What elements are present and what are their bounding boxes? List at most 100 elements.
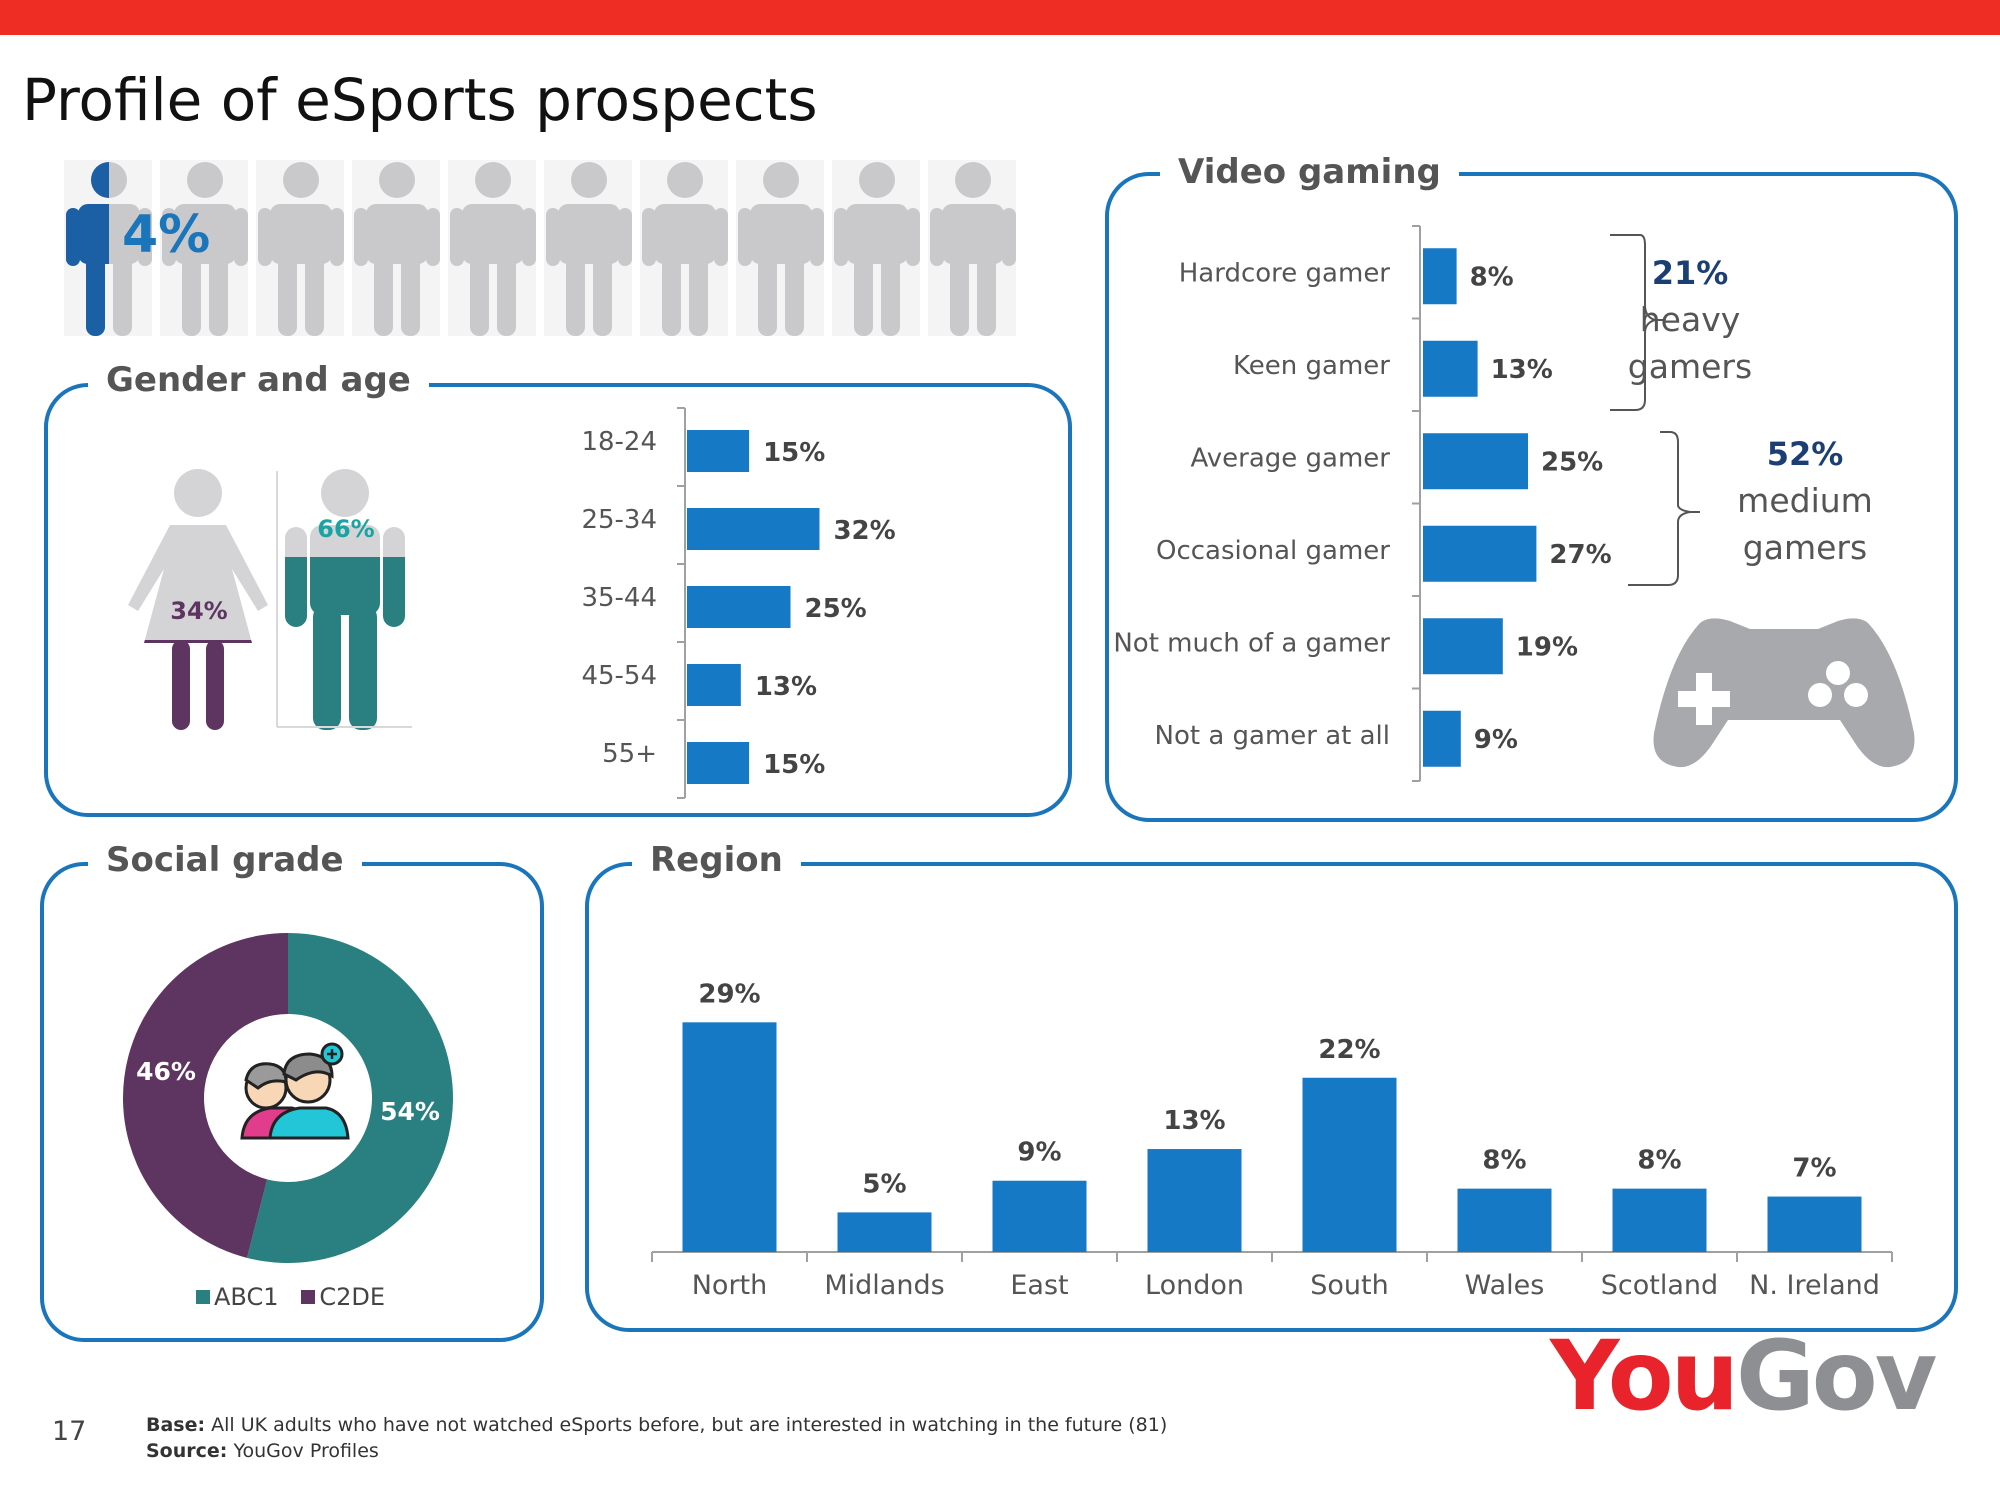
age-category-label: 18-24 — [581, 427, 657, 457]
social-donut: 46% 54% — [123, 933, 454, 1263]
region-bar — [682, 1022, 777, 1252]
region-bar — [1302, 1077, 1397, 1252]
gaming-category-label: Keen gamer — [1233, 351, 1390, 381]
medium-bracket — [1628, 431, 1700, 586]
region-bar — [992, 1180, 1087, 1252]
heavy-line1: heavy — [1640, 300, 1741, 339]
gaming-chart: Hardcore gamer 8% Keen gamer 13% Average gam… — [1113, 225, 1612, 782]
region-category-label: Wales — [1465, 1270, 1545, 1301]
gaming-value-label: 9% — [1474, 725, 1518, 755]
gaming-value-label: 19% — [1516, 632, 1578, 662]
gender-age-title: Gender and age — [88, 360, 429, 400]
region-category-label: London — [1145, 1270, 1244, 1301]
region-panel — [585, 862, 1958, 1332]
label-c2de: 46% — [136, 1057, 196, 1086]
region-title: Region — [632, 840, 801, 880]
age-bar — [687, 664, 741, 706]
region-bar — [1767, 1196, 1862, 1252]
yougov-logo: YouGov — [1550, 1320, 1937, 1432]
age-chart: 18-24 15% 25-34 32% 35-44 25% 45-54 13% 55+ 15% — [581, 407, 896, 799]
region-chart: 29% North 5% Midlands 9% East 13% London 22% Sout… — [651, 979, 1893, 1301]
man-icon — [285, 469, 405, 730]
gamepad-icon — [1653, 618, 1915, 768]
legend-abc1: ABC1 — [214, 1283, 279, 1311]
region-value-label: 13% — [1163, 1106, 1225, 1136]
region-bar — [837, 1212, 932, 1252]
region-value-label: 5% — [862, 1169, 906, 1199]
gender-figures: 34% 66% — [128, 469, 412, 730]
source-text: YouGov Profiles — [233, 1440, 379, 1462]
heavy-value: 21% — [1652, 254, 1729, 292]
gaming-bar — [1423, 248, 1457, 305]
medium-line2: gamers — [1743, 528, 1867, 567]
medium-value: 52% — [1767, 435, 1844, 473]
gaming-value-label: 25% — [1541, 447, 1603, 477]
age-category-label: 55+ — [602, 739, 657, 769]
gaming-category-label: Hardcore gamer — [1179, 258, 1391, 288]
page-title: Profile of eSports prospects — [22, 66, 818, 134]
gender-age-panel — [44, 383, 1072, 817]
region-category-label: North — [692, 1270, 768, 1301]
medium-line1: medium — [1737, 481, 1873, 520]
headline-value: 4% — [122, 205, 210, 265]
age-bar — [687, 430, 750, 472]
region-category-label: Midlands — [824, 1270, 944, 1301]
gaming-bar — [1423, 710, 1461, 767]
region-bar — [1612, 1188, 1707, 1252]
gaming-value-label: 13% — [1491, 355, 1553, 385]
age-bar — [687, 742, 750, 784]
top-brand-bar — [0, 0, 2000, 35]
people-row — [64, 160, 1016, 336]
region-category-label: East — [1010, 1270, 1068, 1301]
region-value-label: 22% — [1318, 1035, 1380, 1065]
gaming-annotations: 21% heavy gamers 52% medium gamers — [1610, 234, 1873, 586]
page-number: 17 — [52, 1416, 87, 1447]
age-bar — [687, 508, 820, 550]
region-bar — [1147, 1149, 1242, 1252]
gaming-bar — [1423, 525, 1537, 582]
source-note: Source: YouGov Profiles — [146, 1440, 379, 1462]
age-value-label: 15% — [763, 438, 825, 468]
age-value-label: 32% — [833, 516, 895, 546]
gaming-value-label: 8% — [1470, 262, 1514, 292]
female-percent: 34% — [170, 597, 227, 625]
legend-c2de: C2DE — [319, 1283, 386, 1311]
region-bar — [1457, 1188, 1552, 1252]
gaming-category-label: Occasional gamer — [1156, 536, 1390, 566]
label-abc1: 54% — [380, 1097, 440, 1126]
logo-you: You — [1550, 1320, 1739, 1432]
social-grade-title: Social grade — [88, 840, 362, 880]
region-value-label: 8% — [1482, 1146, 1526, 1176]
video-gaming-panel — [1105, 172, 1958, 822]
people-icon — [240, 1042, 350, 1140]
base-note: Base: All UK adults who have not watched… — [146, 1414, 1167, 1436]
legend-swatch-c2de — [301, 1290, 316, 1304]
region-value-label: 7% — [1792, 1154, 1836, 1184]
age-value-label: 25% — [805, 594, 867, 624]
age-bar — [687, 586, 791, 628]
gaming-bar — [1423, 340, 1478, 397]
base-text: All UK adults who have not watched eSpor… — [211, 1414, 1168, 1436]
headline-graphic: 4% — [64, 160, 1016, 336]
region-category-label: Scotland — [1601, 1270, 1718, 1301]
video-gaming-title: Video gaming — [1160, 152, 1459, 192]
donut-slice-c2de — [123, 933, 288, 1258]
logo-gov: Gov — [1736, 1320, 1937, 1432]
region-category-label: South — [1310, 1270, 1388, 1301]
legend-swatch-abc1 — [196, 1290, 210, 1304]
gaming-value-label: 27% — [1549, 540, 1611, 570]
age-category-label: 45-54 — [581, 661, 657, 691]
age-value-label: 15% — [763, 750, 825, 780]
age-value-label: 13% — [755, 672, 817, 702]
donut-slice-abc1 — [246, 933, 454, 1263]
source-label: Source: — [146, 1440, 228, 1462]
age-category-label: 25-34 — [581, 505, 657, 535]
social-legend: ABC1 C2DE — [196, 1283, 385, 1311]
heavy-bracket — [1610, 234, 1665, 411]
age-category-label: 35-44 — [581, 583, 657, 613]
male-percent: 66% — [317, 515, 374, 543]
heavy-line2: gamers — [1628, 347, 1752, 386]
region-value-label: 8% — [1637, 1146, 1681, 1176]
gaming-bar — [1423, 618, 1503, 675]
gaming-category-label: Not much of a gamer — [1113, 628, 1390, 658]
